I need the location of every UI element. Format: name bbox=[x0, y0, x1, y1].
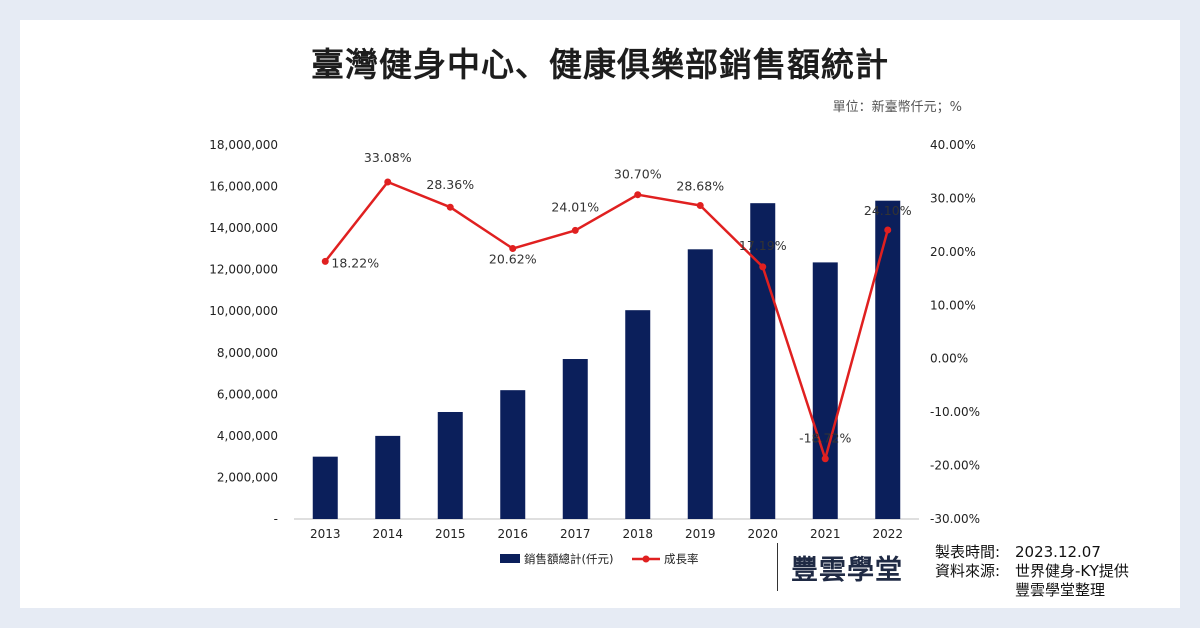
brand-logo: 豐雲學堂 bbox=[791, 555, 903, 586]
y-right-tick-label: 10.00% bbox=[930, 298, 976, 312]
growth-point-2022 bbox=[884, 226, 892, 234]
y-left-tick-label: 8,000,000 bbox=[217, 346, 278, 360]
bar-2017 bbox=[562, 359, 588, 519]
made-label: 製表時間: bbox=[935, 543, 1001, 561]
growth-point-2019 bbox=[696, 201, 704, 209]
growth-point-2020 bbox=[759, 263, 767, 271]
y-left-tick-label: 18,000,000 bbox=[209, 138, 278, 152]
y-right-tick-label: -10.00% bbox=[930, 405, 980, 419]
y-right-tick-label: 40.00% bbox=[930, 138, 976, 152]
bar-2019 bbox=[687, 249, 713, 519]
y-right-tick-label: -30.00% bbox=[930, 512, 980, 526]
x-tick-label: 2020 bbox=[747, 527, 778, 541]
bar-2020 bbox=[750, 203, 776, 519]
growth-data-label: -18.72% bbox=[799, 431, 851, 446]
source-label: 資料來源: bbox=[935, 562, 1001, 580]
growth-point-2021 bbox=[821, 455, 829, 463]
growth-data-label: 18.22% bbox=[331, 255, 379, 270]
growth-point-2014 bbox=[384, 178, 392, 186]
y-left-tick-label: - bbox=[274, 512, 278, 526]
bar-2013 bbox=[312, 456, 338, 519]
y-left-tick-label: 4,000,000 bbox=[217, 429, 278, 443]
y-left-tick-label: 10,000,000 bbox=[209, 304, 278, 318]
y-right-tick-label: -20.00% bbox=[930, 459, 980, 473]
bar-2022 bbox=[875, 200, 901, 519]
growth-data-label: 33.08% bbox=[364, 150, 412, 165]
growth-data-label: 24.10% bbox=[864, 203, 912, 218]
growth-data-label: 28.36% bbox=[426, 177, 474, 192]
y-right-tick-label: 20.00% bbox=[930, 245, 976, 259]
legend-bar-swatch bbox=[500, 554, 520, 563]
legend-line-label: 成長率 bbox=[664, 552, 699, 566]
x-tick-label: 2017 bbox=[560, 527, 591, 541]
y-left-tick-label: 6,000,000 bbox=[217, 387, 278, 401]
source-value-1: 世界健身-KY提供 bbox=[1015, 562, 1129, 580]
made-value: 2023.12.07 bbox=[1015, 543, 1101, 561]
footer-meta: 製表時間: 2023.12.07 資料來源: 世界健身-KY提供 豐雲學堂整理 bbox=[935, 543, 1129, 600]
y-right-tick-label: 30.00% bbox=[930, 191, 976, 205]
y-right-tick-label: 0.00% bbox=[930, 352, 968, 366]
growth-point-2015 bbox=[446, 203, 454, 211]
growth-data-label: 30.70% bbox=[614, 167, 662, 182]
bar-2014 bbox=[375, 435, 401, 519]
y-left-tick-label: 12,000,000 bbox=[209, 263, 278, 277]
x-tick-label: 2014 bbox=[372, 527, 403, 541]
y-left-tick-label: 16,000,000 bbox=[209, 180, 278, 194]
chart-title: 臺灣健身中心、健康俱樂部銷售額統計 bbox=[311, 45, 889, 84]
x-tick-label: 2016 bbox=[497, 527, 528, 541]
y-left-tick-label: 2,000,000 bbox=[217, 470, 278, 484]
growth-rate-line bbox=[324, 180, 889, 460]
bar-2015 bbox=[437, 411, 463, 519]
legend-bar-label: 銷售額總計(仟元) bbox=[524, 552, 613, 566]
growth-data-label: 17.19% bbox=[739, 238, 787, 253]
legend-line-marker bbox=[642, 555, 650, 563]
growth-point-2017 bbox=[571, 226, 579, 234]
x-tick-label: 2022 bbox=[872, 527, 903, 541]
bar-2016 bbox=[500, 390, 526, 519]
bar-2018 bbox=[625, 310, 651, 519]
unit-note: 單位：新臺幣仟元；% bbox=[832, 100, 962, 115]
growth-data-label: 24.01% bbox=[551, 199, 599, 214]
x-tick-label: 2018 bbox=[622, 527, 653, 541]
growth-point-2018 bbox=[634, 191, 642, 199]
y-left-tick-label: 14,000,000 bbox=[209, 221, 278, 235]
chart-card bbox=[20, 20, 1180, 608]
x-tick-label: 2013 bbox=[310, 527, 341, 541]
growth-data-label: 20.62% bbox=[489, 252, 537, 267]
x-tick-label: 2019 bbox=[685, 527, 716, 541]
x-tick-label: 2015 bbox=[435, 527, 466, 541]
source-value-2: 豐雲學堂整理 bbox=[1015, 581, 1106, 599]
x-tick-label: 2021 bbox=[810, 527, 841, 541]
growth-point-2013 bbox=[321, 257, 329, 265]
bar-2021 bbox=[812, 262, 838, 519]
growth-data-label: 28.68% bbox=[676, 178, 724, 193]
growth-point-2016 bbox=[509, 245, 517, 253]
footer-divider bbox=[777, 543, 778, 591]
